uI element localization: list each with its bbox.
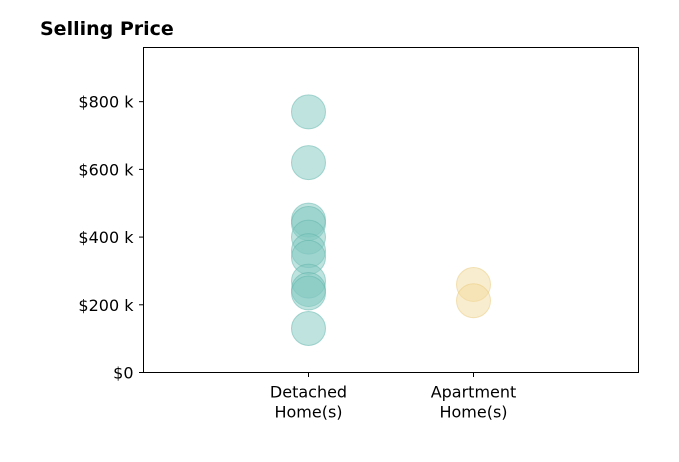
x-axis: Detached Home(s) Apartment Home(s): [270, 372, 517, 422]
data-point: [291, 145, 326, 181]
y-tick-label: $0: [113, 364, 133, 383]
plot-area: [291, 94, 491, 346]
y-tick-label: $800 k: [78, 93, 134, 112]
x-tick-label: Detached Home(s): [270, 383, 347, 422]
chart-title: Selling Price: [40, 18, 174, 40]
y-tick-label: $400 k: [78, 228, 134, 247]
data-point: [291, 310, 326, 346]
y-tick-label: $600 k: [78, 160, 134, 179]
data-point: [291, 94, 326, 130]
data-point: [456, 283, 491, 319]
plot-frame: [143, 47, 639, 373]
x-tick-label: Apartment Home(s): [431, 383, 517, 422]
y-tick-label: $200 k: [78, 296, 134, 315]
data-point: [291, 275, 326, 311]
y-axis: $0 $200 k $400 k $600 k $800 k: [78, 93, 144, 383]
